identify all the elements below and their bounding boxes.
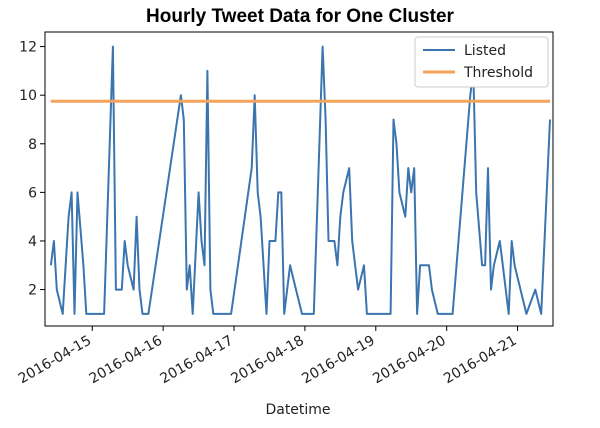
x-tick-label: 2016-04-21 bbox=[441, 333, 519, 388]
y-tick-label: 2 bbox=[28, 283, 37, 299]
x-axis-label: Datetime bbox=[265, 402, 330, 418]
y-axis: 2 4 6 8 10 12 bbox=[19, 40, 45, 299]
x-tick-label: 2016-04-17 bbox=[158, 333, 236, 388]
x-tick-label: 2016-04-18 bbox=[228, 333, 306, 388]
x-tick-label: 2016-04-20 bbox=[370, 333, 448, 388]
x-tick-label: 2016-04-15 bbox=[16, 333, 94, 388]
legend-label-listed: Listed bbox=[464, 43, 506, 59]
series-layer bbox=[49, 45, 551, 315]
y-tick-label: 8 bbox=[28, 137, 37, 153]
x-tick-label: 2016-04-16 bbox=[87, 333, 166, 388]
legend-label-threshold: Threshold bbox=[463, 65, 533, 81]
x-axis: 2016-04-152016-04-162016-04-172016-04-18… bbox=[16, 326, 520, 387]
legend: Listed Threshold bbox=[414, 36, 549, 88]
x-tick-label: 2016-04-19 bbox=[299, 333, 377, 388]
y-tick-label: 4 bbox=[28, 234, 37, 250]
y-tick-label: 6 bbox=[28, 185, 37, 201]
listed-series-line bbox=[49, 45, 551, 315]
chart-title: Hourly Tweet Data for One Cluster bbox=[146, 6, 455, 27]
y-tick-label: 10 bbox=[19, 88, 37, 104]
y-tick-label: 12 bbox=[19, 40, 37, 56]
